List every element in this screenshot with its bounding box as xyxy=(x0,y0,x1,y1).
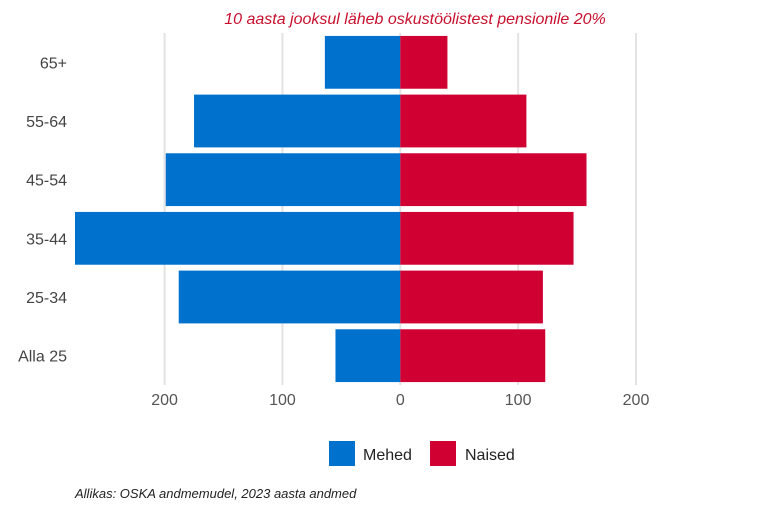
bar-naised-alla-25 xyxy=(400,329,546,383)
bar-mehed-alla-25 xyxy=(335,329,401,383)
x-tick-label: 0 xyxy=(396,392,405,409)
bar-naised-65 xyxy=(400,35,448,89)
bar-mehed-25-34 xyxy=(178,270,401,324)
x-tick-label: 100 xyxy=(269,392,296,409)
category-label-35-44: 35-44 xyxy=(26,231,67,248)
x-tick-label: 200 xyxy=(623,392,650,409)
x-tick-label: 100 xyxy=(505,392,532,409)
bar-naised-55-64 xyxy=(400,94,527,148)
category-label-55-64: 55-64 xyxy=(26,114,67,131)
legend: Mehed Naised xyxy=(329,441,515,466)
legend-swatch-naised xyxy=(430,441,456,466)
bar-mehed-55-64 xyxy=(194,94,401,148)
category-label-45-54: 45-54 xyxy=(26,173,67,190)
category-label-65: 65+ xyxy=(40,55,67,72)
category-labels: 65+ 55-64 45-54 35-44 25-34 Alla 25 xyxy=(18,55,67,365)
gridlines xyxy=(163,33,637,385)
bar-mehed-35-44 xyxy=(75,211,401,265)
bar-mehed-65 xyxy=(324,35,401,89)
bars xyxy=(75,35,587,383)
category-label-alla-25: Alla 25 xyxy=(18,349,67,366)
bar-naised-25-34 xyxy=(400,270,543,324)
category-label-25-34: 25-34 xyxy=(26,290,67,307)
legend-swatch-mehed xyxy=(329,441,355,466)
bar-naised-45-54 xyxy=(400,153,587,207)
chart-title: 10 aasta jooksul läheb oskustöölistest p… xyxy=(224,11,606,28)
legend-label-naised: Naised xyxy=(465,447,515,464)
x-tick-label: 200 xyxy=(151,392,178,409)
legend-label-mehed: Mehed xyxy=(363,447,412,464)
bar-naised-35-44 xyxy=(400,211,574,265)
x-axis-ticks: 200 100 0 100 200 xyxy=(151,392,649,409)
bar-mehed-45-54 xyxy=(165,153,401,207)
source-caption: Allikas: OSKA andmemudel, 2023 aasta and… xyxy=(74,486,357,501)
